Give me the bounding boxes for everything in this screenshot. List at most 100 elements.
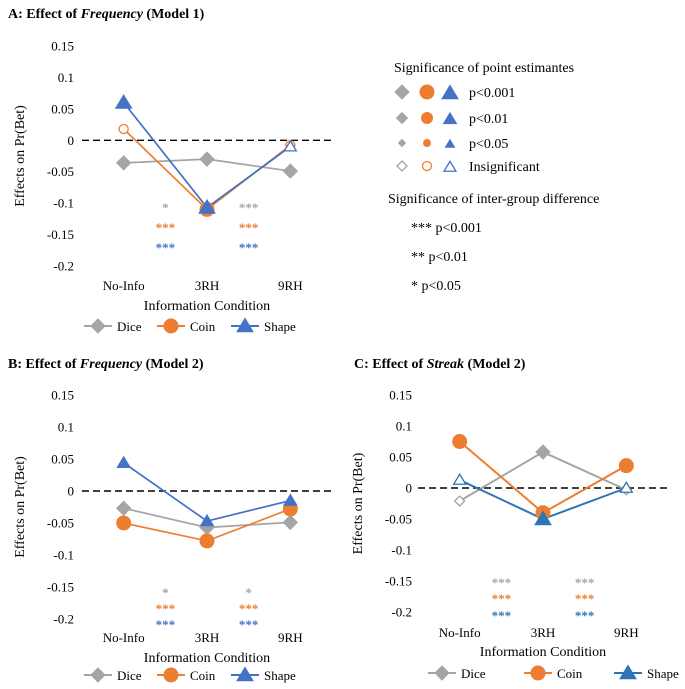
y-tick-label: 0.15 bbox=[51, 388, 74, 403]
data-point-dice bbox=[282, 163, 299, 179]
key-point-title: Significance of point estimantes bbox=[394, 61, 574, 76]
title-suffix: (Model 2) bbox=[464, 357, 526, 372]
data-point-dice bbox=[115, 500, 132, 516]
y-tick-label: 0.1 bbox=[58, 70, 74, 85]
x-tick-label: 9RH bbox=[278, 630, 303, 645]
data-point-shape bbox=[198, 198, 216, 214]
legend-marker bbox=[90, 318, 106, 334]
legend-item-dice: Dice bbox=[84, 667, 142, 683]
x-tick-label: No-Info bbox=[103, 278, 145, 293]
key-marker-dice bbox=[396, 160, 408, 172]
series-line-coin bbox=[123, 128, 291, 211]
legend-item-coin: Coin bbox=[157, 318, 216, 334]
legend-item-coin: Coin bbox=[524, 665, 583, 681]
y-tick-label: 0 bbox=[68, 484, 75, 499]
title-prefix: B: Effect of bbox=[8, 357, 80, 372]
key-marker-coin bbox=[421, 160, 433, 172]
group-sig-stars: *** bbox=[239, 200, 259, 215]
key-marker-shape bbox=[442, 111, 458, 125]
x-axis-label: Information Condition bbox=[480, 645, 606, 660]
y-tick-label: 0.1 bbox=[58, 420, 74, 435]
key-row-label: Insignificant bbox=[469, 160, 540, 175]
key-row-label: p<0.01 bbox=[469, 112, 508, 127]
group-sig-stars: *** bbox=[239, 220, 259, 235]
group-sig-stars: *** bbox=[492, 608, 512, 623]
group-sig-stars: *** bbox=[156, 240, 176, 255]
legend-label: Dice bbox=[461, 666, 486, 681]
panel-b: B: Effect of Frequency (Model 2) 0.15 0.1 0… bbox=[8, 357, 332, 683]
y-axis-label: Effects on Pr(Bet) bbox=[351, 452, 366, 554]
legend-marker bbox=[236, 666, 254, 682]
significance-key: Significance of point estimantes p<0.001 p… bbox=[388, 61, 599, 294]
data-point-coin bbox=[452, 434, 468, 449]
series-line-shape bbox=[123, 462, 291, 522]
legend-marker bbox=[236, 317, 254, 333]
key-marker-shape bbox=[442, 160, 458, 172]
data-point-coin bbox=[199, 533, 215, 549]
y-tick-label: 0.05 bbox=[51, 452, 74, 467]
legend-marker bbox=[90, 667, 106, 683]
group-sig-stars: *** bbox=[239, 601, 259, 616]
y-tick-label: 0.15 bbox=[51, 39, 74, 54]
key-marker-dice bbox=[394, 84, 410, 100]
legend-marker bbox=[619, 664, 637, 680]
y-tick-label: -0.05 bbox=[47, 516, 74, 531]
legend-item-dice: Dice bbox=[84, 318, 142, 334]
panel-title: C: Effect of Streak (Model 2) bbox=[354, 357, 526, 372]
group-sig-stars: * bbox=[162, 200, 169, 215]
y-tick-label: 0.15 bbox=[389, 388, 412, 403]
y-tick-label: -0.15 bbox=[47, 227, 74, 242]
legend-item-coin: Coin bbox=[157, 667, 216, 683]
legend-label: Shape bbox=[647, 666, 679, 681]
key-row-label: p<0.001 bbox=[469, 86, 515, 101]
data-point-shape bbox=[283, 139, 298, 152]
legend-label: Coin bbox=[190, 319, 216, 334]
x-tick-label: 3RH bbox=[195, 630, 220, 645]
y-tick-label: 0.05 bbox=[389, 450, 412, 465]
data-point-shape bbox=[116, 455, 132, 468]
y-tick-label: 0.05 bbox=[51, 101, 74, 116]
y-axis-label: Effects on Pr(Bet) bbox=[13, 456, 28, 558]
panel-c: C: Effect of Streak (Model 2) 0.15 0.1 0.05… bbox=[351, 357, 679, 681]
y-tick-label: 0 bbox=[406, 481, 413, 496]
title-prefix: C: Effect of bbox=[354, 357, 427, 372]
x-tick-label: 3RH bbox=[531, 625, 556, 640]
group-sig-stars: *** bbox=[156, 601, 176, 616]
key-marker-shape bbox=[444, 138, 456, 148]
legend-label: Dice bbox=[117, 319, 142, 334]
y-tick-label: -0.15 bbox=[47, 580, 74, 595]
panel-title: A: Effect of Frequency (Model 1) bbox=[8, 7, 205, 22]
data-point-shape bbox=[199, 513, 215, 527]
group-sig-stars: *** bbox=[575, 575, 595, 590]
title-prefix: A: Effect of bbox=[8, 7, 81, 22]
legend-label: Coin bbox=[557, 666, 583, 681]
y-tick-label: -0.2 bbox=[53, 612, 74, 627]
panel-title: B: Effect of Frequency (Model 2) bbox=[8, 357, 204, 372]
y-tick-label: -0.2 bbox=[53, 259, 74, 274]
y-tick-label: -0.1 bbox=[391, 543, 412, 558]
key-marker-dice bbox=[395, 111, 409, 125]
x-axis-label: Information Condition bbox=[144, 651, 270, 666]
data-point-shape bbox=[282, 493, 298, 506]
y-tick-label: -0.15 bbox=[385, 574, 412, 589]
group-sig-stars: * bbox=[162, 585, 169, 600]
group-sig-stars: *** bbox=[575, 608, 595, 623]
legend-label: Shape bbox=[264, 319, 296, 334]
group-sig-stars: *** bbox=[575, 591, 595, 606]
y-tick-label: -0.2 bbox=[391, 605, 412, 620]
title-suffix: (Model 1) bbox=[143, 7, 205, 22]
data-point-dice bbox=[453, 495, 466, 507]
x-tick-label: No-Info bbox=[103, 630, 145, 645]
title-emphasis: Frequency bbox=[80, 7, 144, 22]
key-group-row: *** p<0.001 bbox=[411, 221, 482, 236]
data-point-dice bbox=[115, 155, 132, 171]
group-sig-stars: *** bbox=[492, 575, 512, 590]
key-group-title: Significance of inter-group difference bbox=[388, 192, 599, 207]
key-marker-coin bbox=[419, 84, 435, 100]
y-tick-label: -0.05 bbox=[47, 164, 74, 179]
y-tick-label: -0.1 bbox=[53, 548, 74, 563]
title-emphasis: Frequency bbox=[79, 357, 143, 372]
panel-a: A: Effect of Frequency (Model 1) 0.15 0.1 0… bbox=[8, 7, 332, 334]
legend-label: Shape bbox=[264, 668, 296, 683]
key-group-row: * p<0.05 bbox=[411, 279, 461, 294]
